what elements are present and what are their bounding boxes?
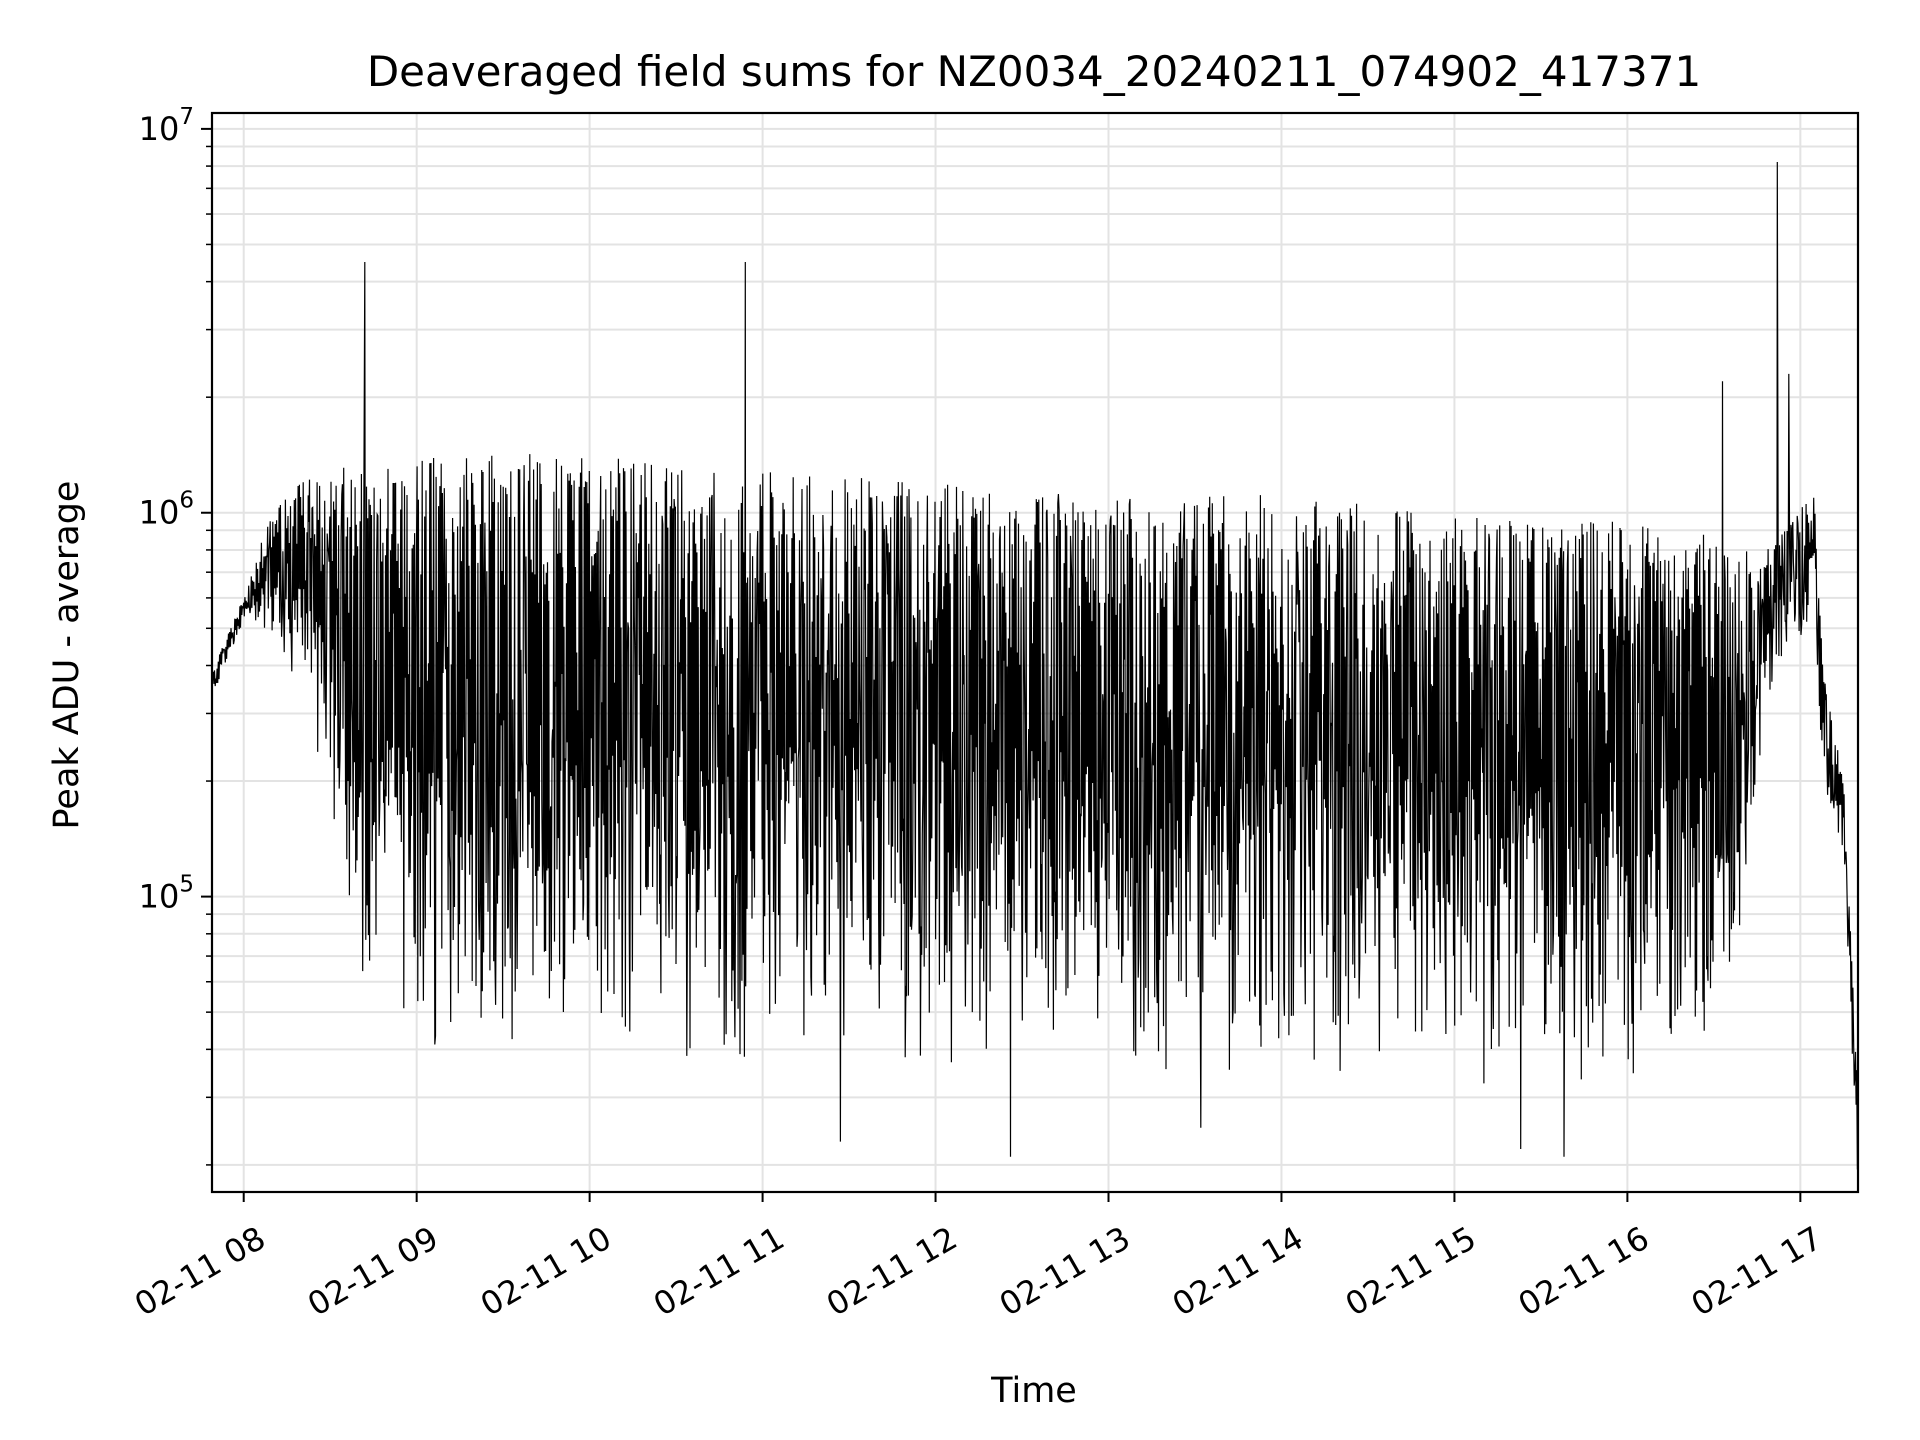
- y-axis: 105 106 107: [139, 104, 212, 1166]
- series-path: [211, 161, 1859, 1170]
- y-tick-label-2: 107: [139, 104, 194, 148]
- y-tick-label-1: 106: [139, 488, 194, 532]
- axes-frame: [210, 111, 1860, 1194]
- chart-title: Deaveraged field sums for NZ0034_2024021…: [367, 47, 1701, 96]
- y-tick-label-0: 105: [139, 872, 194, 916]
- y-axis-label: Peak ADU - average: [47, 481, 87, 830]
- series-line: [211, 161, 1859, 1170]
- x-axis-label: Time: [990, 1371, 1077, 1411]
